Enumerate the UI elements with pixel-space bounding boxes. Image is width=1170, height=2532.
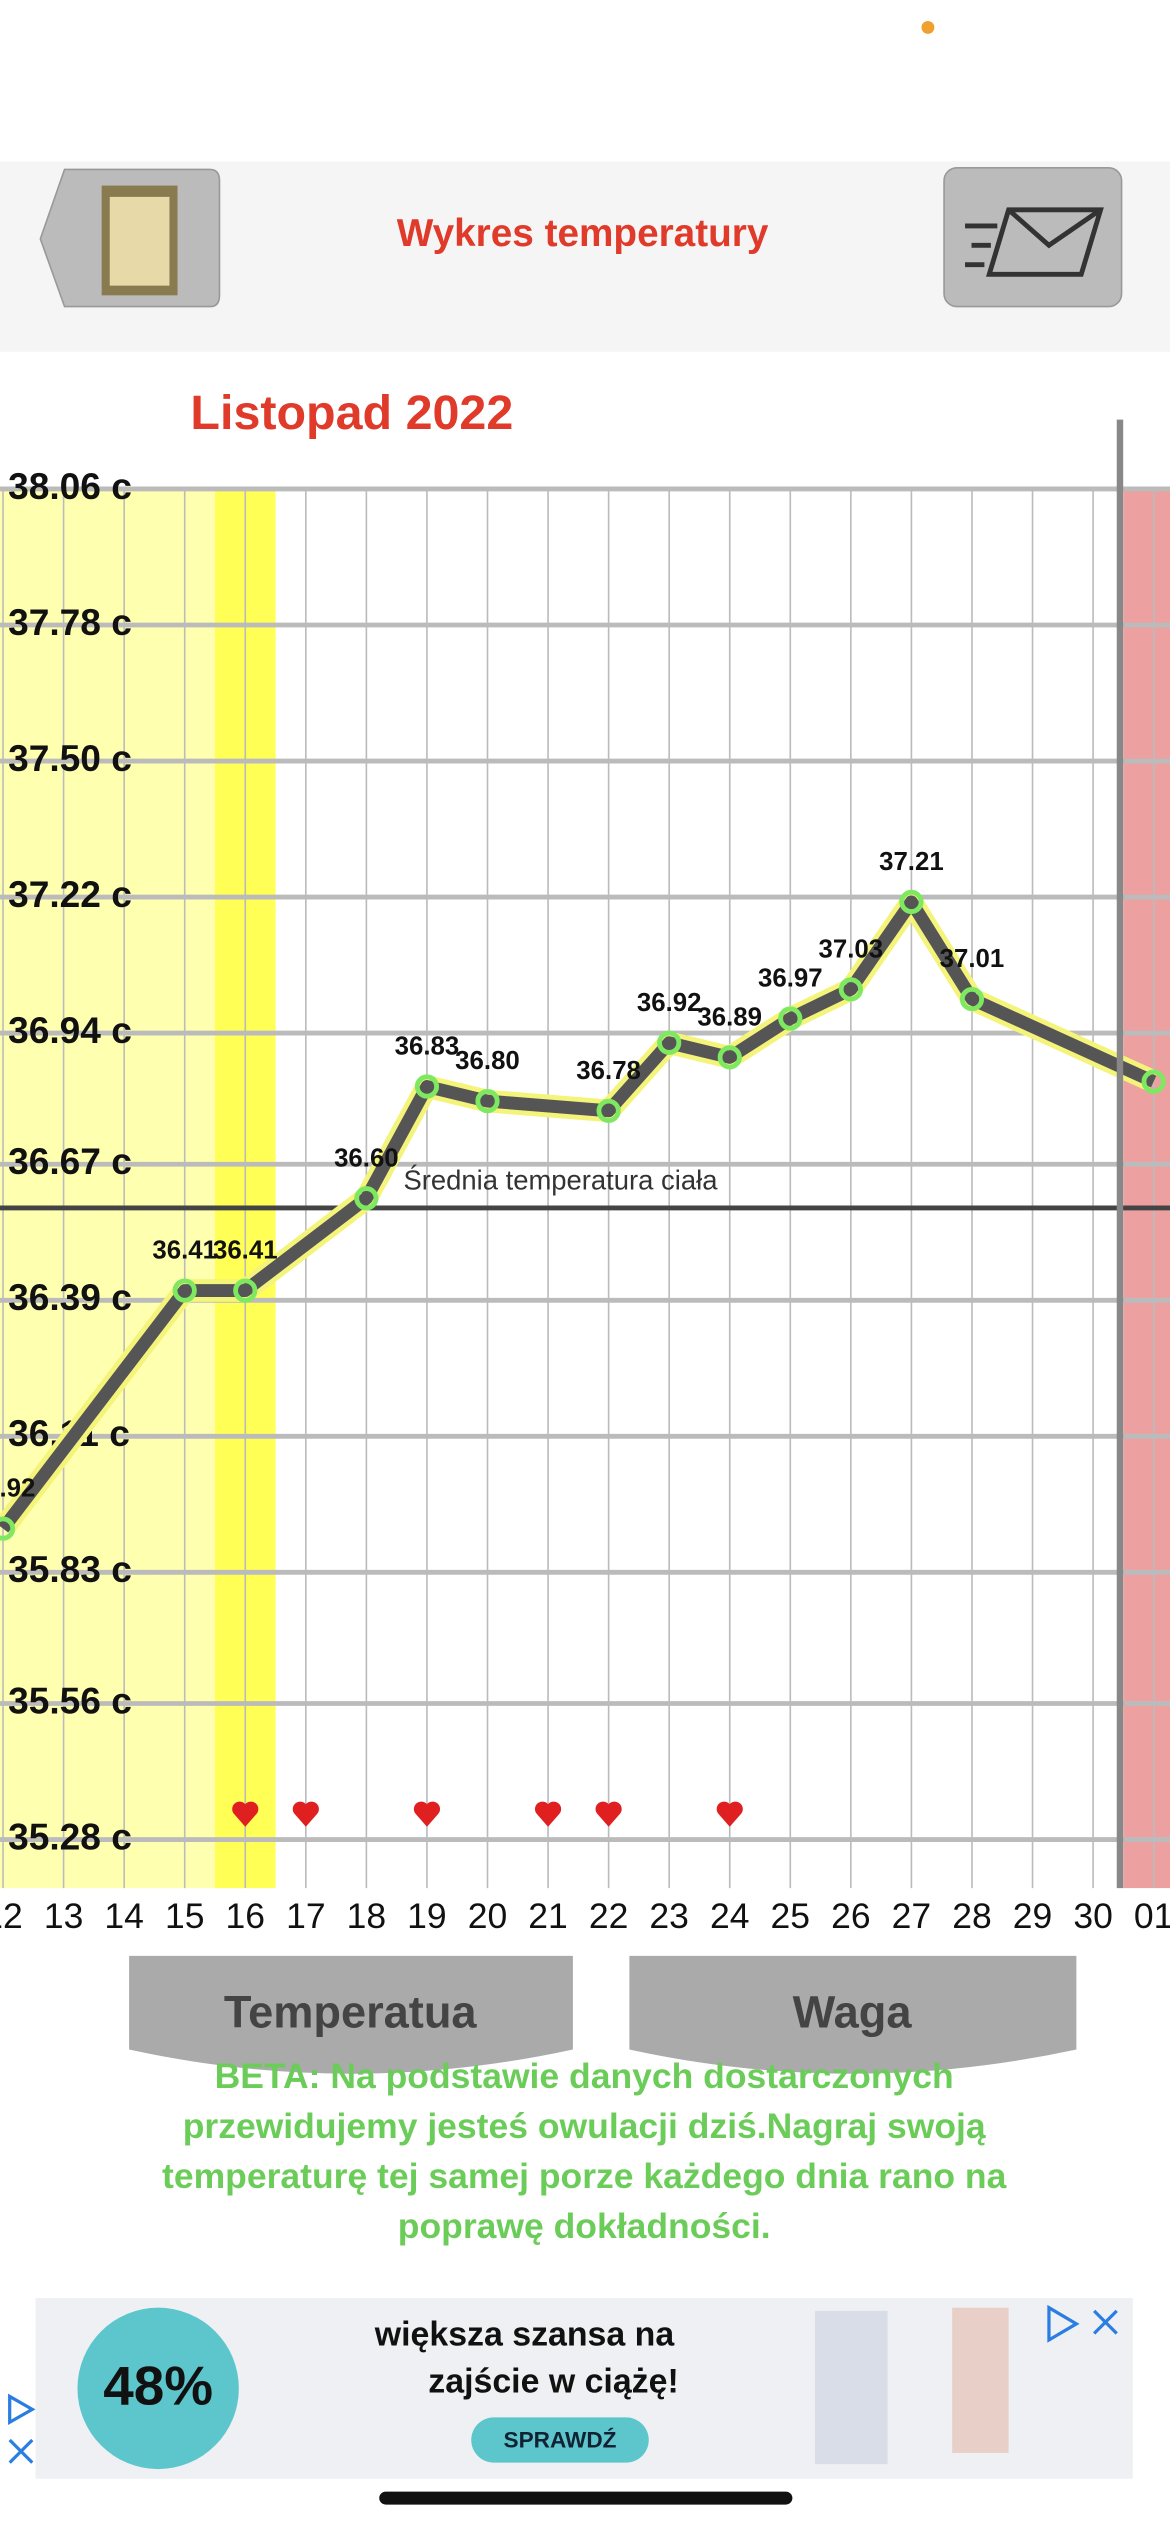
series-line — [0, 895, 1157, 1533]
chart-title: Listopad 2022 — [190, 386, 513, 440]
x-tick-label: 12 — [0, 1896, 23, 1936]
x-tick-label: 01 — [1134, 1896, 1170, 1936]
x-tick-label: 28 — [952, 1896, 991, 1936]
message-line: BETA: Na podstawie danych dostarczonych — [215, 2056, 954, 2096]
x-tick-label: 19 — [407, 1896, 447, 1936]
data-point — [838, 977, 863, 1002]
y-tick-label: 35.56 c — [8, 1679, 132, 1721]
heart — [716, 1801, 743, 1827]
home-indicator — [379, 2491, 793, 2505]
value-label: 37.03 — [819, 935, 884, 963]
y-tick-label: 37.22 c — [8, 873, 132, 915]
value-label: 37.21 — [879, 848, 944, 876]
value-label: 36.41 — [152, 1237, 217, 1265]
period-band — [1123, 488, 1170, 1889]
message: BETA: Na podstawie danych dostarczonych p… — [162, 2056, 1007, 2246]
value-label: 36.97 — [758, 965, 823, 993]
value-label: 36.60 — [334, 1144, 399, 1172]
message-line: przewidujemy jesteś owulacji dziś.Nagraj… — [183, 2106, 986, 2146]
ad-badge: 48% — [103, 2354, 213, 2416]
x-tick-label: 27 — [892, 1896, 932, 1936]
tab-label[interactable]: Temperatua — [224, 1987, 478, 2038]
x-tick-label: 25 — [771, 1896, 811, 1936]
x-tick-label: 30 — [1073, 1896, 1113, 1936]
y-tick-label: 37.78 c — [8, 601, 132, 643]
tab-label[interactable]: Waga — [793, 1987, 913, 2038]
y-tick-label: 37.50 c — [8, 737, 132, 779]
heart — [534, 1801, 562, 1827]
message-line: temperaturę tej samej porze każdego dnia… — [162, 2156, 1007, 2196]
data-point — [0, 1516, 16, 1541]
x-tick-label: 26 — [831, 1896, 870, 1936]
status-dot — [921, 20, 935, 34]
ad-headline: zajście w ciążę! — [428, 2362, 678, 2400]
y-tick-label: 36.67 c — [8, 1140, 132, 1182]
value-label: 36.41 — [213, 1237, 278, 1265]
data-point — [717, 1045, 742, 1070]
heart — [292, 1801, 319, 1827]
x-tick-label: 16 — [226, 1896, 266, 1936]
y-tick-label: 35.83 c — [8, 1548, 132, 1590]
mail-button[interactable] — [943, 167, 1123, 308]
heart — [232, 1801, 259, 1827]
heart — [413, 1801, 441, 1827]
x-tick-label: 15 — [165, 1896, 205, 1936]
data-point — [233, 1278, 258, 1303]
back-button[interactable] — [39, 168, 221, 308]
x-tick-label: 21 — [528, 1896, 568, 1936]
x-tick-label: 23 — [649, 1896, 689, 1936]
message-line: poprawę dokładności. — [398, 2206, 771, 2246]
value-label: 37.01 — [940, 945, 1005, 973]
data-point — [959, 986, 985, 1012]
data-point — [596, 1098, 621, 1123]
value-label: 36.78 — [576, 1057, 641, 1085]
data-point — [899, 889, 924, 915]
x-tick-label: 29 — [1013, 1896, 1052, 1936]
x-tick-label: 20 — [468, 1896, 508, 1936]
y-tick-label: 36.39 c — [8, 1276, 132, 1318]
average-label: Średnia temperatura ciała — [403, 1163, 718, 1195]
heart — [595, 1801, 622, 1827]
y-tick-label: 36.94 c — [8, 1009, 132, 1051]
data-point — [475, 1088, 500, 1114]
data-point — [172, 1278, 197, 1303]
x-tick-label: 22 — [589, 1896, 629, 1936]
x-tick-label: 13 — [44, 1896, 84, 1936]
data-point — [414, 1074, 440, 1099]
value-label: 35.92 — [0, 1475, 35, 1503]
ad-banner[interactable]: 48% większa szansa na zajście w ciążę! S… — [8, 2298, 1133, 2479]
chart: 38.06 c 37.78 c 37.50 c 37.22 c 36.94 c 36.67… — [0, 465, 1170, 1889]
temperature-tab[interactable]: Temperatua — [129, 1955, 573, 2074]
x-tick-label: 18 — [347, 1896, 387, 1936]
data-point — [657, 1030, 682, 1055]
value-label: 36.80 — [455, 1047, 520, 1075]
ad-button[interactable]: SPRAWDŹ — [504, 2428, 617, 2453]
data-point — [354, 1186, 379, 1211]
y-tick-label: 38.06 c — [8, 465, 132, 507]
data-point — [778, 1006, 803, 1031]
x-tick-label: 24 — [710, 1896, 750, 1936]
header-title: Wykres temperatury — [397, 212, 769, 255]
ad-headline: większa szansa na — [374, 2316, 676, 2354]
y-tick-label: 35.28 c — [8, 1815, 132, 1857]
weight-tab[interactable]: Waga — [629, 1955, 1077, 2074]
x-axis: 12 13 14 15 16 17 18 19 20 21 22 23 24 25 26 27 28 29 30 01 — [0, 1896, 1170, 1936]
fertile-band — [0, 488, 34, 1889]
x-tick-label: 14 — [104, 1896, 144, 1936]
value-label: 36.89 — [697, 1003, 762, 1031]
value-label: 36.92 — [637, 989, 702, 1017]
data-point — [1141, 1069, 1166, 1094]
x-tick-label: 17 — [286, 1896, 326, 1936]
value-label: 36.83 — [395, 1033, 460, 1061]
